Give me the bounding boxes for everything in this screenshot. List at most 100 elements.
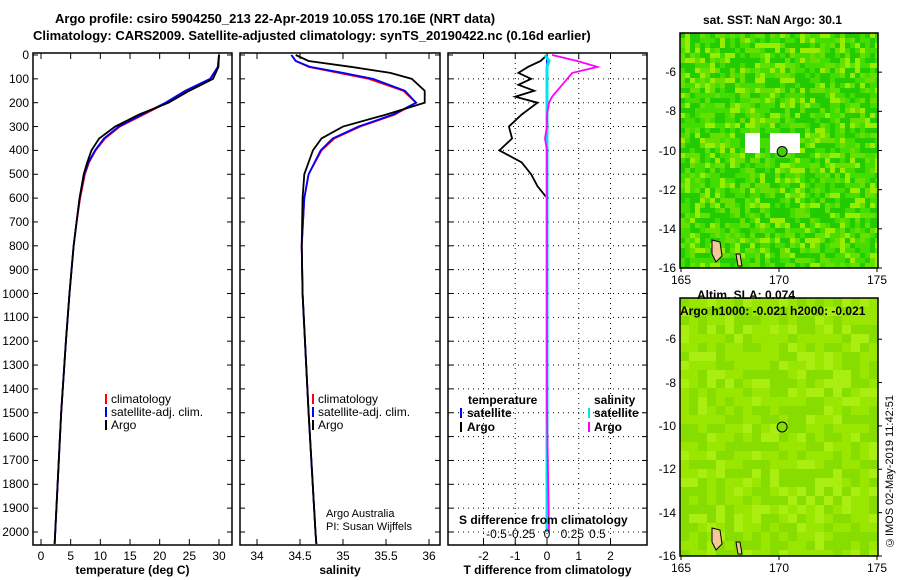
x2-tick-label: 0.25 <box>560 527 584 541</box>
y-tick-label: 1600 <box>2 429 29 444</box>
x-tick-label: 10 <box>93 549 107 563</box>
panel-temperature-frame <box>32 52 233 546</box>
argo-position-marker <box>776 421 788 433</box>
x-tick-label: 1 <box>575 549 583 563</box>
map-y-tick-label: -10 <box>658 143 676 158</box>
x2-tick-label: 0 <box>543 527 551 541</box>
x-tick-label: 5 <box>67 549 74 563</box>
map-sla_map-pixels <box>680 298 878 556</box>
x-tick-label: 35.5 <box>374 549 398 563</box>
x2-tick-label: -0.25 <box>508 527 536 541</box>
series-line-argo <box>295 54 426 544</box>
timestamp: ©IMOS 02-May-2019 11:42:51 <box>884 395 896 549</box>
legend-climatology: climatology <box>111 392 172 406</box>
x-axis-label: temperature (deg C) <box>75 563 190 577</box>
x-tick-label: 34 <box>250 549 264 563</box>
map-x-tick-label: 175 <box>866 561 888 575</box>
y-tick-label: 100 <box>8 71 29 86</box>
x-axis-label: T difference from climatology <box>463 563 632 577</box>
y-tick-label: 0 <box>22 48 29 62</box>
y-tick-label: 1400 <box>2 381 29 396</box>
map-y-tick-label: -12 <box>658 182 676 197</box>
map-y-tick-label: -16 <box>658 261 676 275</box>
legend-s-title: salinity <box>594 393 636 407</box>
y-tick-label: 800 <box>8 238 29 253</box>
x-tick-label: -1 <box>509 549 521 563</box>
x-tick-label: 35 <box>336 549 350 563</box>
y-tick-label: 1500 <box>2 405 29 420</box>
map-y-tick-label: -6 <box>665 332 676 347</box>
map-x-tick-label: 175 <box>866 273 888 287</box>
legend-satellite-adj-clim-: satellite-adj. clim. <box>111 405 204 419</box>
y-tick-label: 400 <box>8 143 29 158</box>
y-tick-label: 1000 <box>2 286 29 301</box>
legend-argo: Argo <box>318 418 344 432</box>
legend-argo: Argo <box>111 418 137 432</box>
y-tick-label: 1300 <box>2 358 29 373</box>
map-y-tick-label: -10 <box>658 418 676 433</box>
series-line-satellite-adj-clim- <box>290 54 418 544</box>
series-line-satellite-adj-clim- <box>53 54 220 544</box>
map-sla-title: Altim. SLA: 0.074 <box>697 288 796 302</box>
x-tick-label: 0 <box>37 549 45 563</box>
x-tick-label: 34.5 <box>288 549 312 563</box>
map-x-tick-label: 170 <box>768 561 790 575</box>
map-y-tick-label: -16 <box>658 549 676 563</box>
x2-tick-label: -0.5 <box>486 527 507 541</box>
map-sla-subtitle: Argo h1000: -0.021 h2000: -0.021 <box>680 304 866 318</box>
credit-pi: PI: Susan Wijffels <box>326 521 412 533</box>
y-tick-label: 1700 <box>2 453 29 468</box>
x-tick-label: 20 <box>152 549 167 563</box>
y-tick-label: 900 <box>8 262 29 277</box>
x-tick-label: -2 <box>478 549 489 563</box>
x-tick-label: 25 <box>182 549 196 563</box>
panel-salinity-frame <box>239 52 441 546</box>
credit-org: Argo Australia <box>326 508 395 520</box>
map-sst_map-pixels <box>680 33 878 268</box>
legend-t-satellite: satellite <box>467 406 512 420</box>
x-axis-label: salinity <box>319 563 361 577</box>
map-sst-title: sat. SST: NaN Argo: 30.1 <box>703 13 842 27</box>
y-tick-label: 1800 <box>2 477 29 492</box>
series-line-argo <box>53 54 220 544</box>
y-tick-label: 500 <box>8 167 29 182</box>
y-tick-label: 700 <box>8 214 29 229</box>
series-line-climatology <box>53 54 220 544</box>
legend-t-Argo: Argo <box>467 420 495 434</box>
map-x-tick-label: 170 <box>768 273 790 287</box>
y-tick-label: 200 <box>8 95 29 110</box>
map-x-tick-label: 165 <box>670 273 692 287</box>
y-tick-label: 600 <box>8 191 29 206</box>
x-tick-label: 2 <box>607 549 614 563</box>
land-vanuatu <box>711 239 743 267</box>
y-tick-label: 1200 <box>2 334 29 349</box>
title-line-1: Argo profile: csiro 5904250_213 22-Apr-2… <box>55 11 496 26</box>
land-vanuatu <box>711 527 743 555</box>
y-tick-label: 2000 <box>2 525 29 539</box>
x-tick-label: 36 <box>422 549 436 563</box>
map-y-tick-label: -14 <box>658 221 676 236</box>
y-tick-label: 1100 <box>3 310 29 325</box>
argo-position-marker <box>776 145 788 157</box>
x-tick-label: 15 <box>123 549 137 563</box>
legend-s-satellite: satellite <box>594 406 639 420</box>
legend-t-title: temperature <box>468 393 538 407</box>
y-tick-label: 1900 <box>2 501 29 516</box>
map-y-tick-label: -8 <box>665 375 676 390</box>
legend-climatology: climatology <box>318 392 379 406</box>
legend-satellite-adj-clim-: satellite-adj. clim. <box>318 405 411 419</box>
title-line-2: Climatology: CARS2009. Satellite-adjuste… <box>33 28 591 43</box>
map-y-tick-label: -14 <box>658 505 676 520</box>
x2-axis-label: S difference from climatology <box>459 513 628 527</box>
map-y-tick-label: -6 <box>665 65 676 80</box>
x-tick-label: 30 <box>212 549 226 563</box>
map-y-tick-label: -8 <box>665 104 676 119</box>
y-tick-label: 300 <box>8 119 29 134</box>
x-tick-label: 0 <box>543 549 551 563</box>
map-x-tick-label: 165 <box>670 561 692 575</box>
map-y-tick-label: -12 <box>658 462 676 477</box>
legend-s-Argo: Argo <box>594 420 622 434</box>
x2-tick-label: 0.5 <box>589 527 606 541</box>
series-line-s-argo <box>544 54 602 533</box>
